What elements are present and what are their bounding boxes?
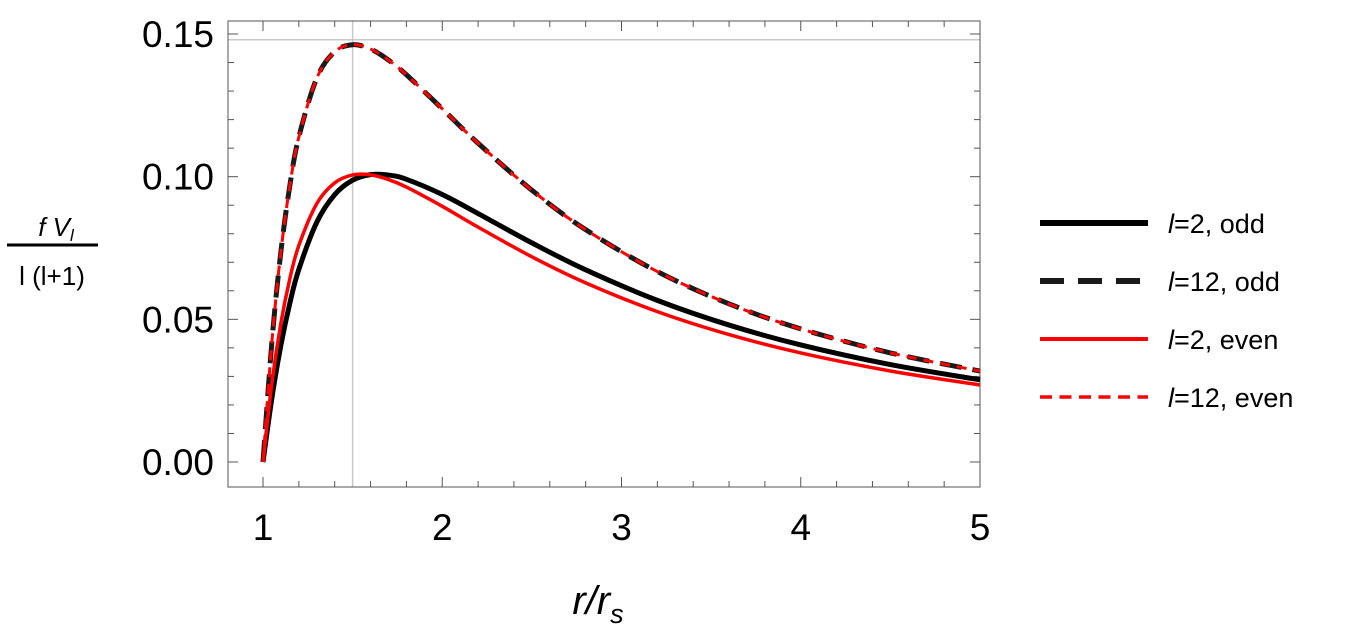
y-axis-label: f Vl l (l+1) — [7, 212, 98, 291]
legend-label: l=12, odd — [1168, 267, 1280, 297]
x-tick-label: 3 — [611, 507, 632, 548]
legend-label: l=12, even — [1168, 383, 1293, 413]
series-line-l-2-even — [261, 172, 981, 463]
x-label-sub: s — [610, 599, 624, 629]
x-tick-label: 2 — [432, 507, 453, 548]
series-line-l-12-even — [261, 43, 981, 463]
y-tick-label: 0.05 — [142, 299, 214, 340]
y-tick-label: 0.00 — [142, 442, 214, 483]
y-tick-label: 0.15 — [142, 14, 214, 55]
x-tick-label: 1 — [253, 507, 274, 548]
reference-lines — [228, 21, 980, 487]
axis-ticks — [228, 21, 981, 487]
legend-label: l=2, even — [1168, 325, 1278, 355]
svg-text:r/rs: r/rs — [572, 579, 623, 629]
legend: l=2, odd l=12, odd l=2, even l=12, even — [1040, 209, 1293, 413]
y-label-numerator: f Vl — [38, 212, 75, 245]
y-label-denominator: l (l+1) — [19, 261, 85, 291]
series-line-l-2-odd — [260, 171, 981, 463]
x-tick-label: 4 — [790, 507, 811, 548]
x-tick-label: 5 — [970, 507, 991, 548]
x-axis-label: r/rs — [572, 579, 623, 629]
legend-label: l=2, odd — [1168, 209, 1265, 239]
series-group — [260, 42, 981, 463]
x-label-main: r/r — [572, 579, 611, 623]
plot-frame — [227, 20, 981, 488]
y-tick-label: 0.10 — [142, 157, 214, 198]
tick-labels: 1 2 3 4 5 0.00 0.05 0.10 0.15 — [142, 14, 990, 548]
